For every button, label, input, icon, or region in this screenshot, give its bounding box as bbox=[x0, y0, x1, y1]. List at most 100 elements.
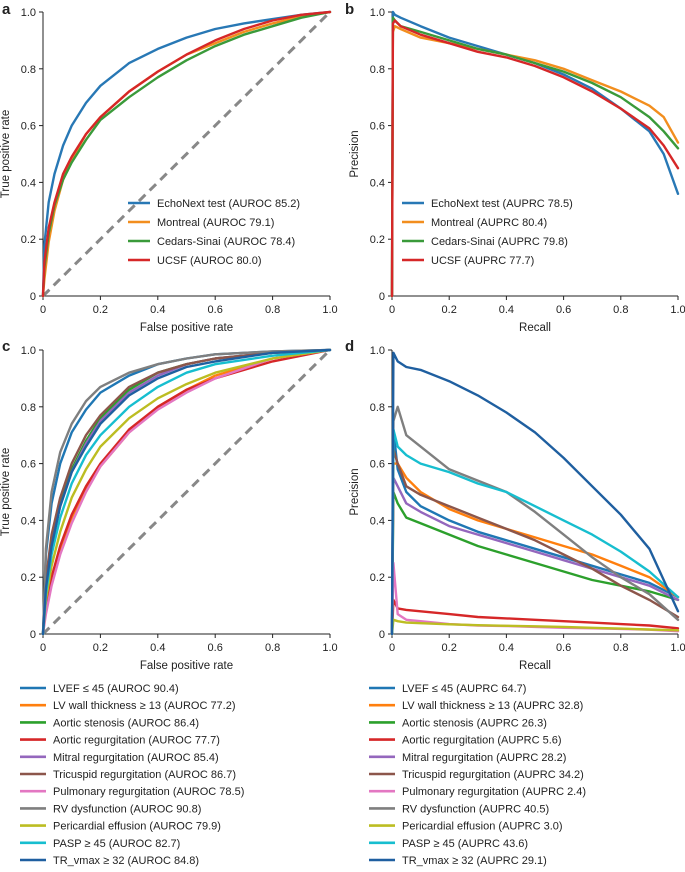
panel-c-y-tick-label: 0.2 bbox=[21, 572, 36, 584]
panel-d-series-line-8 bbox=[390, 618, 680, 636]
panel-c-letter: c bbox=[2, 338, 10, 355]
panel-c-x-tick-label: 0 bbox=[40, 642, 46, 654]
panel-b-legend-label-2: Cedars-Sinai (AUPRC 79.8) bbox=[431, 236, 568, 248]
panel-c-legend: LVEF ≤ 45 (AUROC 90.4) LV wall thickness … bbox=[20, 683, 244, 867]
panel-a-series-line-0 bbox=[41, 10, 332, 298]
panel-b-y-tick-label: 0 bbox=[379, 291, 385, 303]
panel-c-chance-line bbox=[41, 348, 332, 636]
panel-d-letter: d bbox=[345, 338, 354, 355]
panel-d-series-line-4 bbox=[390, 476, 680, 636]
panel-d-y-tick-label: 0.6 bbox=[370, 459, 385, 471]
panel-c: c 0 0.2 0.4 0.6 0.8 1.0 0 0.2 0.4 0.6 0.8 1.0 False p… bbox=[0, 338, 338, 867]
panel-c-y-tick-label: 0.6 bbox=[21, 459, 36, 471]
panel-a-y-tick-label: 0.8 bbox=[21, 64, 36, 76]
panel-b: b 0 0.2 0.4 0.6 0.8 1.0 0 0.2 0.4 0.6 0.8 1.0 Recall P… bbox=[345, 1, 685, 334]
panel-a-x-tick-label: 1.0 bbox=[322, 304, 337, 316]
panel-c-series-line-7 bbox=[41, 348, 332, 636]
panel-b-legend-label-0: EchoNext test (AUPRC 78.5) bbox=[431, 198, 573, 210]
panel-c-y-axis-label: True positive rate bbox=[0, 448, 12, 536]
panel-b-x-tick-label: 0.2 bbox=[442, 304, 457, 316]
panel-c-legend-label-6: Pulmonary regurgitation (AUROC 78.5) bbox=[53, 786, 244, 798]
panel-d-series-line-9 bbox=[390, 428, 680, 636]
panel-d-y-tick-label: 0.2 bbox=[370, 572, 385, 584]
panel-c-legend-label-1: LV wall thickness ≥ 13 (AUROC 77.2) bbox=[53, 700, 236, 712]
panel-b-x-tick-label: 1.0 bbox=[670, 304, 685, 316]
panel-a-legend-label-1: Montreal (AUROC 79.1) bbox=[157, 217, 274, 229]
panel-a: a 0 0.2 0.4 0.6 0.8 1.0 0 0.2 0.4 0.6 0.8 1.0 False p… bbox=[0, 1, 338, 334]
panel-c-x-tick-label: 0.6 bbox=[208, 642, 223, 654]
panel-b-x-tick-label: 0.4 bbox=[499, 304, 514, 316]
panel-a-x-tick-label: 0.2 bbox=[93, 304, 108, 316]
panel-d-legend-label-2: Aortic stenosis (AUPRC 26.3) bbox=[402, 717, 547, 729]
panel-b-series-line-3 bbox=[390, 19, 680, 298]
panel-d-x-tick-label: 0.6 bbox=[556, 642, 571, 654]
panel-d-series-line-7 bbox=[390, 405, 680, 636]
panel-b-x-axis-label: Recall bbox=[519, 322, 551, 334]
panel-c-x-tick-label: 1.0 bbox=[322, 642, 337, 654]
panel-a-y-tick-label: 0.4 bbox=[21, 177, 36, 189]
panel-d-x-tick-label: 0.4 bbox=[499, 642, 514, 654]
panel-a-y-tick-label: 0 bbox=[30, 291, 36, 303]
panel-d-x-axis-label: Recall bbox=[519, 660, 551, 672]
panel-c-legend-label-9: PASP ≥ 45 (AUROC 82.7) bbox=[53, 838, 180, 850]
panel-d-series-line-5 bbox=[390, 448, 680, 636]
panel-d: d 0 0.2 0.4 0.6 0.8 1.0 0 0.2 0.4 0.6 0.8 1.0 Recall P… bbox=[345, 338, 685, 867]
panel-b-y-tick-label: 0.8 bbox=[370, 64, 385, 76]
panel-a-x-tick-label: 0.6 bbox=[208, 304, 223, 316]
panel-c-y-tick-label: 0.4 bbox=[21, 515, 36, 527]
panel-a-x-axis-label: False positive rate bbox=[140, 322, 233, 334]
panel-d-legend-label-10: TR_vmax ≥ 32 (AUPRC 29.1) bbox=[402, 855, 547, 867]
panel-a-legend-label-3: UCSF (AUROC 80.0) bbox=[157, 255, 262, 267]
panel-d-legend-label-8: Pericardial effusion (AUPRC 3.0) bbox=[402, 821, 563, 833]
panel-a-y-axis-label: True positive rate bbox=[0, 110, 12, 198]
panel-c-x-tick-label: 0.4 bbox=[150, 642, 165, 654]
panel-c-legend-label-4: Mitral regurgitation (AUROC 85.4) bbox=[53, 752, 219, 764]
panel-d-legend-label-4: Mitral regurgitation (AUPRC 28.2) bbox=[402, 752, 566, 764]
panel-d-legend-label-1: LV wall thickness ≥ 13 (AUPRC 32.8) bbox=[402, 700, 583, 712]
panel-c-y-tick-label: 1.0 bbox=[21, 345, 36, 357]
panel-c-x-axis-label: False positive rate bbox=[140, 660, 233, 672]
panel-d-y-tick-label: 0 bbox=[379, 629, 385, 641]
panel-a-x-tick-label: 0.8 bbox=[265, 304, 280, 316]
panel-b-letter: b bbox=[345, 1, 354, 18]
panel-b-legend-label-1: Montreal (AUPRC 80.4) bbox=[431, 217, 547, 229]
panel-a-legend-label-0: EchoNext test (AUROC 85.2) bbox=[157, 198, 300, 210]
panel-d-legend-label-3: Aortic regurgitation (AUPRC 5.6) bbox=[402, 735, 562, 747]
panel-d-legend-label-6: Pulmonary regurgitation (AUPRC 2.4) bbox=[402, 786, 586, 798]
panel-d-y-tick-label: 1.0 bbox=[370, 345, 385, 357]
panel-c-legend-label-3: Aortic regurgitation (AUROC 77.7) bbox=[53, 735, 220, 747]
panel-a-chance-line bbox=[41, 10, 332, 298]
panel-d-x-tick-label: 1.0 bbox=[670, 642, 685, 654]
panel-c-series-line-10 bbox=[41, 348, 332, 636]
panel-b-x-tick-label: 0.8 bbox=[613, 304, 628, 316]
panel-b-y-tick-label: 0.2 bbox=[370, 234, 385, 246]
panel-d-legend-label-0: LVEF ≤ 45 (AUPRC 64.7) bbox=[402, 683, 526, 695]
panel-a-letter: a bbox=[2, 1, 11, 18]
panel-a-legend: EchoNext test (AUROC 85.2) Montreal (AURO… bbox=[128, 198, 300, 267]
panel-c-legend-label-5: Tricuspid regurgitation (AUROC 86.7) bbox=[53, 769, 236, 781]
panel-d-legend: LVEF ≤ 45 (AUPRC 64.7) LV wall thickness … bbox=[369, 683, 586, 867]
panel-a-y-tick-label: 0.2 bbox=[21, 234, 36, 246]
panel-c-y-tick-label: 0.8 bbox=[21, 402, 36, 414]
panel-d-y-tick-label: 0.4 bbox=[370, 515, 385, 527]
panel-b-x-tick-label: 0.6 bbox=[556, 304, 571, 316]
panel-d-y-axis-label: Precision bbox=[349, 468, 361, 515]
panel-c-legend-label-0: LVEF ≤ 45 (AUROC 90.4) bbox=[53, 683, 179, 695]
panel-d-series-line-2 bbox=[390, 490, 680, 636]
panel-a-y-tick-label: 1.0 bbox=[21, 7, 36, 19]
panel-c-x-tick-label: 0.2 bbox=[93, 642, 108, 654]
panel-b-legend-label-3: UCSF (AUPRC 77.7) bbox=[431, 255, 534, 267]
panel-a-legend-label-2: Cedars-Sinai (AUROC 78.4) bbox=[157, 236, 295, 248]
panel-a-series-line-3 bbox=[41, 10, 332, 298]
panel-b-y-tick-label: 1.0 bbox=[370, 7, 385, 19]
panel-c-y-tick-label: 0 bbox=[30, 629, 36, 641]
panel-b-y-tick-label: 0.6 bbox=[370, 121, 385, 133]
panel-b-y-axis-label: Precision bbox=[349, 130, 361, 177]
panel-a-x-tick-label: 0 bbox=[40, 304, 46, 316]
panel-c-legend-label-7: RV dysfunction (AUROC 90.8) bbox=[53, 803, 201, 815]
panel-d-series-line-3 bbox=[390, 598, 680, 636]
panel-c-series-line-6 bbox=[41, 348, 332, 636]
panel-a-y-tick-label: 0.6 bbox=[21, 121, 36, 133]
panel-d-y-tick-label: 0.8 bbox=[370, 402, 385, 414]
